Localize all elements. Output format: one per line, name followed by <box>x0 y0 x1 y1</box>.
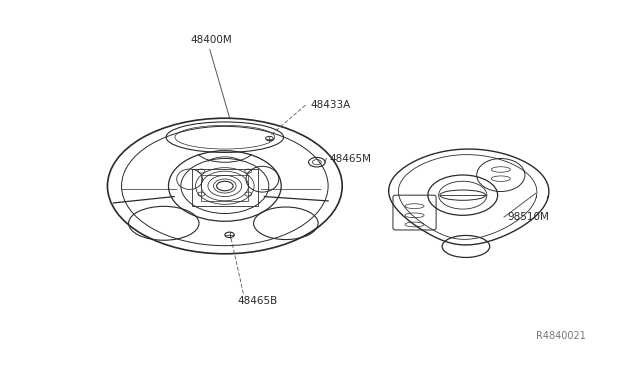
Text: 98510M: 98510M <box>507 212 549 222</box>
Text: R4840021: R4840021 <box>536 331 586 341</box>
Text: 48400M: 48400M <box>190 35 232 45</box>
Text: 48433A: 48433A <box>310 100 351 110</box>
Text: 48465B: 48465B <box>237 296 278 307</box>
Text: 48465M: 48465M <box>330 154 371 164</box>
